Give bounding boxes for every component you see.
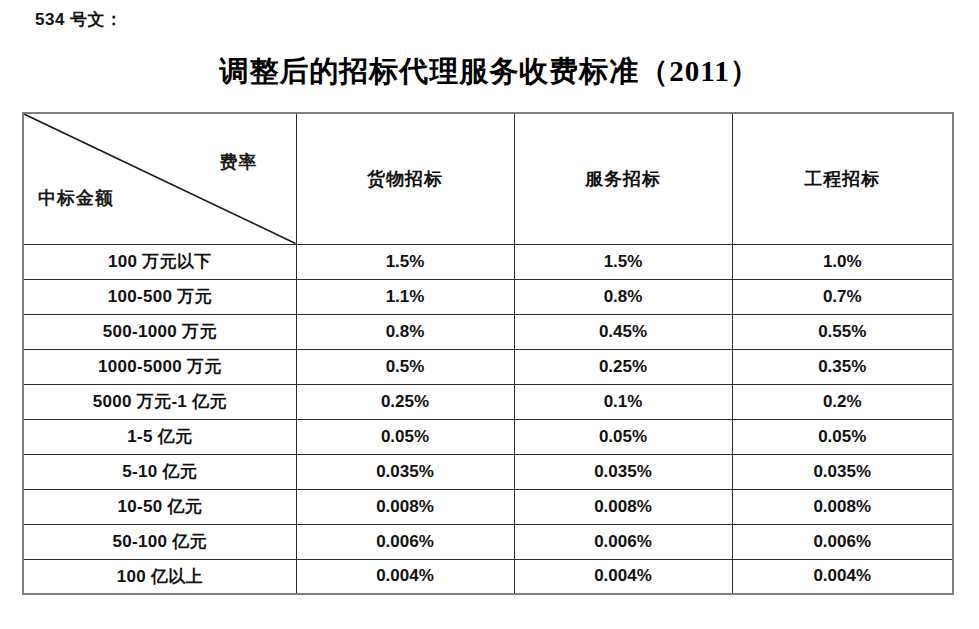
amount-range-label: 100 万元以下 [23,244,296,279]
rate-service: 0.1% [514,384,732,419]
column-header-goods-bidding: 货物招标 [296,113,514,244]
rate-engineering: 0.035% [732,454,953,489]
rate-engineering: 0.35% [732,349,953,384]
rate-goods: 0.004% [296,559,514,594]
amount-range-label: 10-50 亿元 [23,489,296,524]
rate-service: 0.004% [514,559,732,594]
rate-service: 0.25% [514,349,732,384]
rate-engineering: 0.006% [732,524,953,559]
table-row: 100 万元以下 1.5% 1.5% 1.0% [23,244,953,279]
rate-goods: 1.1% [296,279,514,314]
amount-range-label: 100-500 万元 [23,279,296,314]
amount-range-label: 1000-5000 万元 [23,349,296,384]
rate-goods: 0.05% [296,419,514,454]
table-row: 500-1000 万元 0.8% 0.45% 0.55% [23,314,953,349]
amount-range-label: 50-100 亿元 [23,524,296,559]
rate-service: 0.8% [514,279,732,314]
column-header-service-bidding: 服务招标 [514,113,732,244]
rate-engineering: 0.7% [732,279,953,314]
table-row: 1-5 亿元 0.05% 0.05% 0.05% [23,419,953,454]
table-row: 10-50 亿元 0.008% 0.008% 0.008% [23,489,953,524]
doc-reference-number: 534 号文： [35,8,123,31]
corner-label-rate: 费率 [220,150,258,174]
fee-rate-table: 费率 中标金额 货物招标 服务招标 工程招标 100 万元以下 1.5% 1.5… [22,112,954,595]
rate-engineering: 0.05% [732,419,953,454]
table-row: 100 亿以上 0.004% 0.004% 0.004% [23,559,953,594]
table-row: 100-500 万元 1.1% 0.8% 0.7% [23,279,953,314]
rate-goods: 0.006% [296,524,514,559]
table-row: 5000 万元-1 亿元 0.25% 0.1% 0.2% [23,384,953,419]
rate-engineering: 0.008% [732,489,953,524]
corner-label-amount: 中标金额 [38,186,114,210]
diagonal-divider-line [24,114,296,244]
rate-service: 0.035% [514,454,732,489]
amount-range-label: 5000 万元-1 亿元 [23,384,296,419]
rate-service: 0.45% [514,314,732,349]
rate-goods: 0.8% [296,314,514,349]
rate-service: 0.006% [514,524,732,559]
diagonal-corner-cell: 费率 中标金额 [23,113,296,244]
table-row: 5-10 亿元 0.035% 0.035% 0.035% [23,454,953,489]
table-row: 50-100 亿元 0.006% 0.006% 0.006% [23,524,953,559]
rate-engineering: 1.0% [732,244,953,279]
amount-range-label: 500-1000 万元 [23,314,296,349]
table-header-row: 费率 中标金额 货物招标 服务招标 工程招标 [23,113,953,244]
rate-service: 1.5% [514,244,732,279]
amount-range-label: 5-10 亿元 [23,454,296,489]
column-header-engineering-bidding: 工程招标 [732,113,953,244]
document-page: 534 号文： 调整后的招标代理服务收费标准（2011） 费率 中标金额 货物招… [0,0,979,629]
rate-goods: 0.25% [296,384,514,419]
rate-goods: 0.008% [296,489,514,524]
amount-range-label: 100 亿以上 [23,559,296,594]
rate-goods: 0.035% [296,454,514,489]
rate-engineering: 0.004% [732,559,953,594]
rate-engineering: 0.55% [732,314,953,349]
rate-goods: 1.5% [296,244,514,279]
rate-service: 0.008% [514,489,732,524]
page-title: 调整后的招标代理服务收费标准（2011） [0,52,979,92]
table-row: 1000-5000 万元 0.5% 0.25% 0.35% [23,349,953,384]
rate-engineering: 0.2% [732,384,953,419]
amount-range-label: 1-5 亿元 [23,419,296,454]
rate-service: 0.05% [514,419,732,454]
rate-goods: 0.5% [296,349,514,384]
table-body: 100 万元以下 1.5% 1.5% 1.0% 100-500 万元 1.1% … [23,244,953,594]
